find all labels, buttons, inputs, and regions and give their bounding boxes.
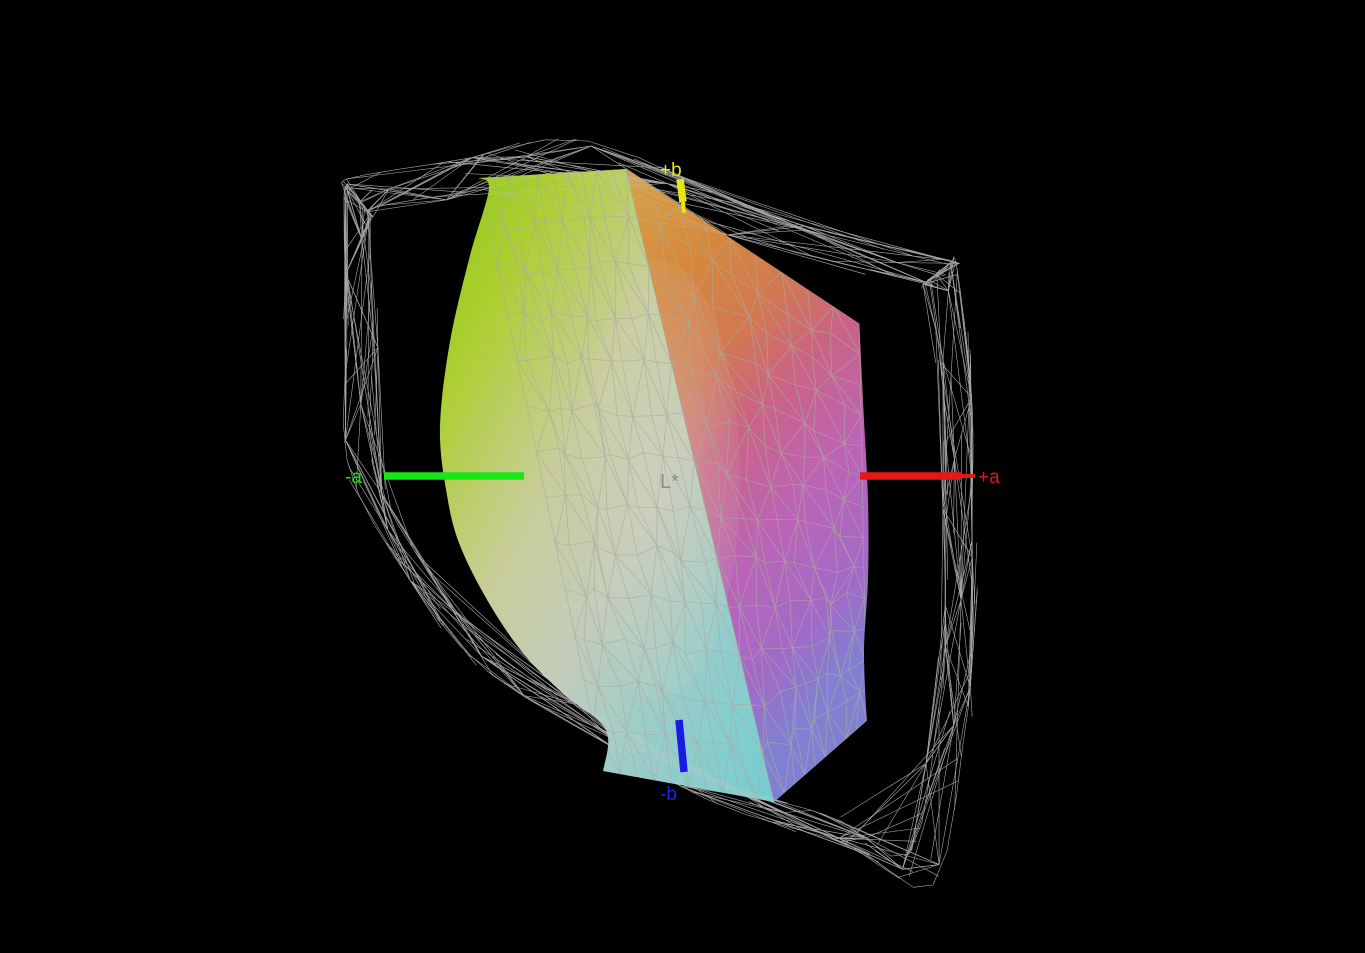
- svg-text:-b: -b: [660, 784, 677, 805]
- svg-text:-a: -a: [345, 467, 362, 488]
- svg-text:+b: +b: [660, 160, 682, 181]
- svg-text:+a: +a: [978, 467, 1000, 488]
- svg-text:L*: L*: [660, 471, 679, 493]
